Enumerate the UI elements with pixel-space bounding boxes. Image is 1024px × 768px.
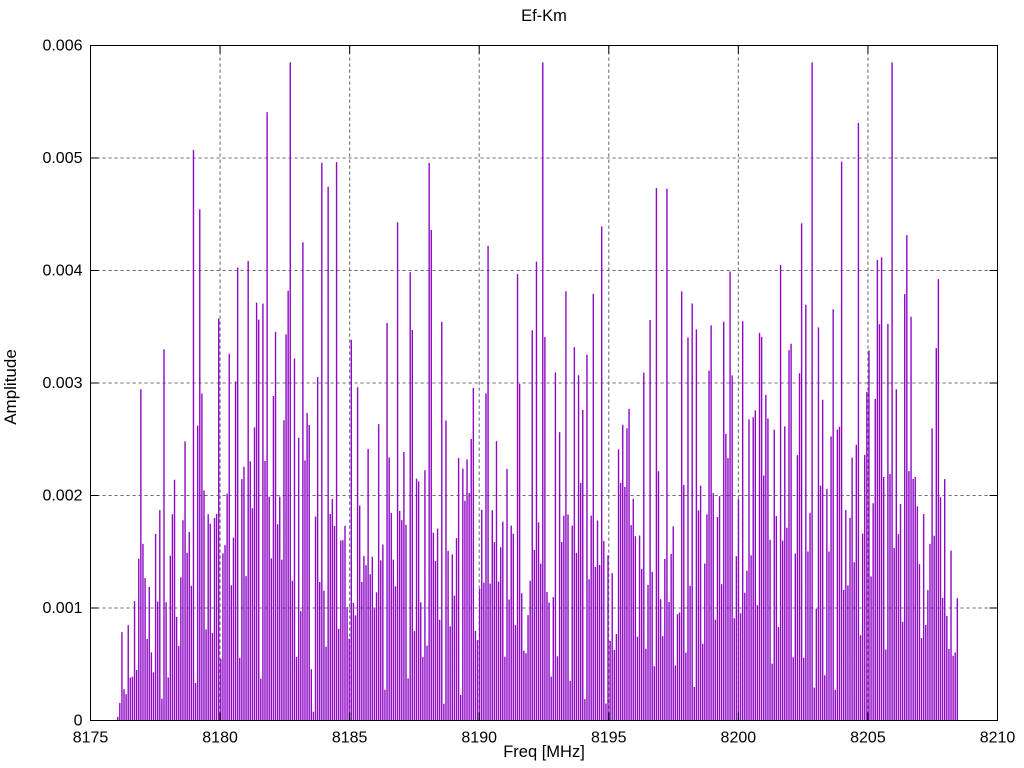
svg-text:0.002: 0.002 — [42, 488, 82, 505]
svg-text:0.005: 0.005 — [42, 150, 82, 167]
svg-text:8195: 8195 — [591, 730, 627, 747]
svg-text:0.001: 0.001 — [42, 600, 82, 617]
svg-text:8185: 8185 — [332, 730, 368, 747]
svg-text:Ef-Km: Ef-Km — [521, 7, 567, 25]
svg-text:0.003: 0.003 — [42, 375, 82, 392]
svg-text:8205: 8205 — [850, 730, 886, 747]
svg-text:8175: 8175 — [73, 730, 109, 747]
svg-text:0.006: 0.006 — [42, 38, 82, 55]
svg-text:8200: 8200 — [721, 730, 757, 747]
svg-text:Amplitude: Amplitude — [1, 349, 20, 425]
svg-text:8210: 8210 — [980, 730, 1016, 747]
svg-text:Freq [MHz]: Freq [MHz] — [503, 743, 585, 761]
svg-text:8180: 8180 — [202, 730, 238, 747]
svg-text:8190: 8190 — [461, 730, 497, 747]
svg-text:0: 0 — [74, 713, 83, 730]
svg-text:0.004: 0.004 — [42, 263, 82, 280]
